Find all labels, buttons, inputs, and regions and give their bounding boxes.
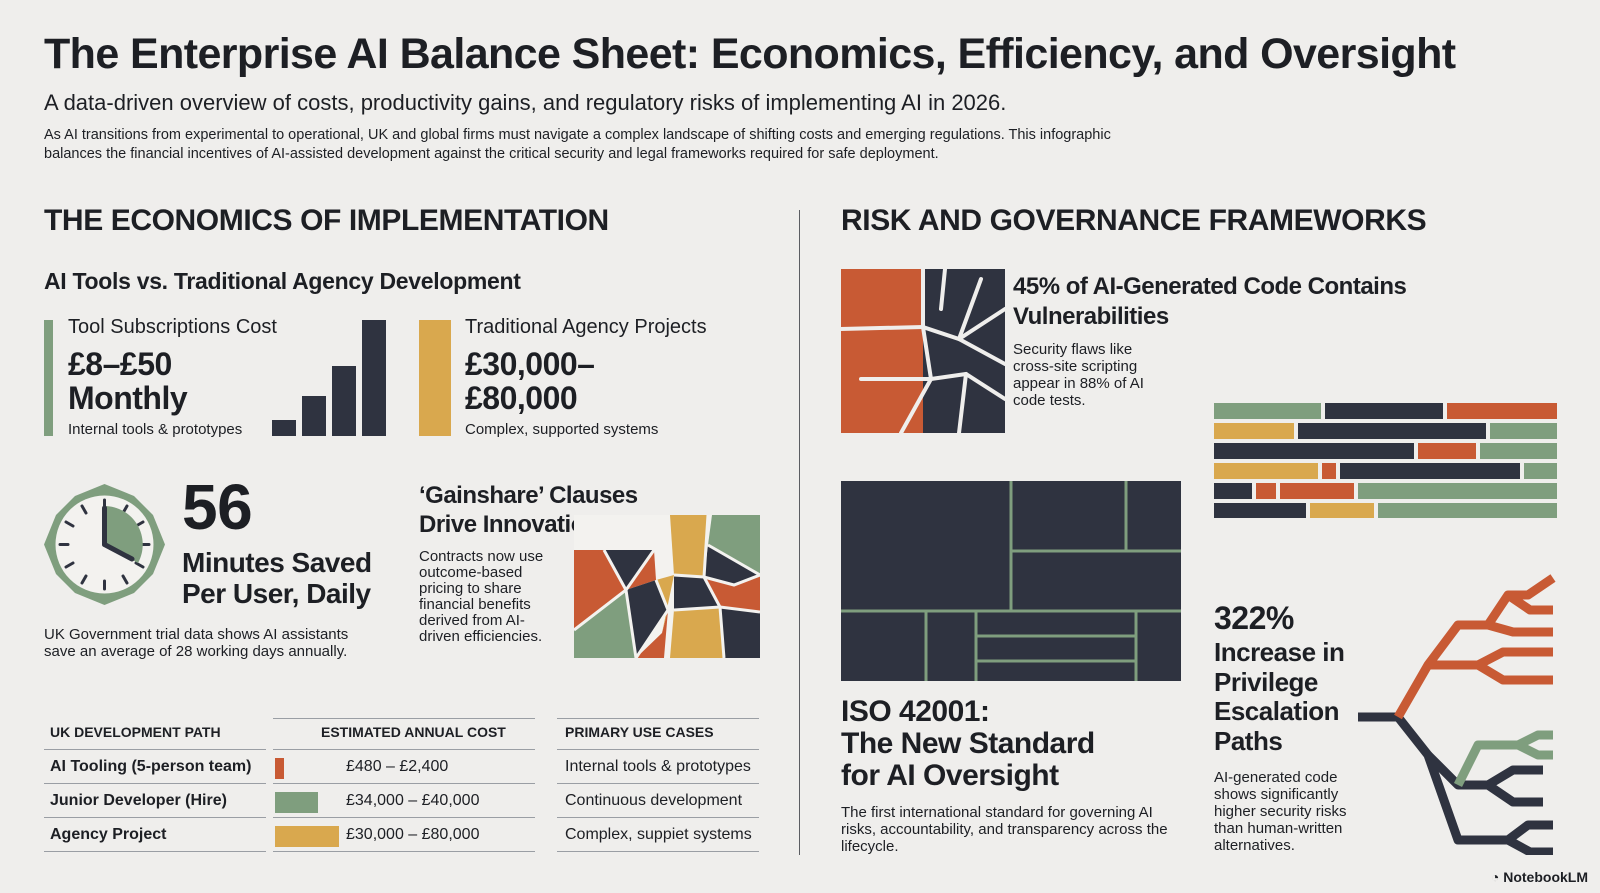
vuln-title: 45% of AI-Generated Code Contains Vulner…	[1013, 272, 1407, 332]
minutes-label-line2: Per User, Daily	[182, 578, 371, 609]
tools-value-line1: £8–£50	[68, 346, 172, 382]
table-header-use: PRIMARY USE CASES	[565, 724, 714, 740]
gainshare-title-line1: ‘Gainshare’ Clauses	[419, 482, 638, 509]
row-path: AI Tooling (5-person team)	[50, 758, 252, 775]
iso-title-line3: for AI Oversight	[841, 759, 1059, 792]
code-lines-icon	[1214, 403, 1557, 518]
agency-accent-bar	[419, 320, 451, 436]
row-cost: £30,000 – £80,000	[346, 826, 480, 843]
risk-heading: RISK AND GOVERNANCE FRAMEWORKS	[841, 204, 1427, 237]
clock-icon	[44, 484, 165, 605]
gainshare-body: Contracts now use outcome-based pricing …	[419, 548, 544, 645]
privilege-label-line4: Paths	[1214, 725, 1283, 756]
agency-label: Traditional Agency Projects	[465, 316, 707, 338]
iso-title-line1: ISO 42001:	[841, 695, 990, 728]
intro-paragraph: As AI transitions from experimental to o…	[44, 127, 1111, 162]
brand-logo: ◔ NotebookLM	[1491, 869, 1588, 885]
row-cost-bar	[275, 758, 284, 779]
tools-label: Tool Subscriptions Cost	[68, 316, 277, 338]
privilege-label-line2: Privilege	[1214, 666, 1318, 697]
vuln-title-line1: 45% of AI-Generated Code Contains	[1013, 273, 1407, 300]
tools-value: £8–£50 Monthly	[68, 346, 188, 416]
ascending-bars-icon	[272, 320, 386, 436]
vuln-title-line2: Vulnerabilities	[1013, 303, 1169, 330]
row-use: Internal tools & prototypes	[565, 758, 751, 775]
gainshare-title-line2: Drive Innovation	[419, 511, 600, 538]
row-path: Junior Developer (Hire)	[50, 792, 227, 809]
row-path: Agency Project	[50, 826, 167, 843]
table-header-row: UK DEVELOPMENT PATH ESTIMATED ANNUAL COS…	[44, 716, 759, 749]
section-divider	[799, 210, 800, 855]
tools-accent-bar	[44, 320, 53, 436]
iso-title: ISO 42001: The New Standard for AI Overs…	[841, 696, 1095, 792]
row-use: Complex, suppiet systems	[565, 826, 752, 843]
shattered-block-icon	[841, 269, 1005, 433]
economics-heading: THE ECONOMICS OF IMPLEMENTATION	[44, 204, 609, 237]
privilege-body: AI-generated code shows significantly hi…	[1214, 769, 1347, 854]
agency-value: £30,000– £80,000	[465, 346, 595, 416]
page-subtitle: A data-driven overview of costs, product…	[44, 90, 1007, 115]
minutes-value: 56	[182, 471, 253, 543]
table-row: Agency Project £30,000 – £80,000 Complex…	[44, 818, 759, 851]
row-cost-bar	[275, 826, 339, 847]
minutes-label-line1: Minutes Saved	[182, 547, 372, 578]
agency-value-line1: £30,000–	[465, 346, 595, 382]
branching-tree-icon	[1358, 574, 1556, 855]
privilege-value: 322%	[1214, 600, 1294, 636]
row-cost: £480 – £2,400	[346, 758, 449, 775]
privilege-label-line3: Escalation	[1214, 696, 1340, 726]
privilege-label: Increase in Privilege Escalation Paths	[1214, 637, 1345, 756]
table-row: Junior Developer (Hire) £34,000 – £40,00…	[44, 784, 759, 817]
tools-note: Internal tools & prototypes	[68, 421, 243, 438]
iso-body: The first international standard for gov…	[841, 804, 1168, 855]
row-cost: £34,000 – £40,000	[346, 792, 480, 809]
agency-note: Complex, supported systems	[465, 421, 659, 438]
gainshare-title: ‘Gainshare’ Clauses Drive Innovation	[419, 481, 638, 539]
notebook-logo-icon: ◔	[1490, 869, 1500, 885]
page-title: The Enterprise AI Balance Sheet: Economi…	[44, 30, 1456, 78]
iso-framework-icon	[841, 481, 1181, 681]
tools-value-line2: Monthly	[68, 380, 188, 416]
iso-title-line2: The New Standard	[841, 727, 1095, 760]
table-row: AI Tooling (5-person team) £480 – £2,400…	[44, 750, 759, 783]
mosaic-pattern-icon	[574, 515, 760, 658]
row-use: Continuous development	[565, 792, 743, 809]
minutes-label: Minutes Saved Per User, Daily	[182, 547, 372, 609]
table-header-cost: ESTIMATED ANNUAL COST	[321, 724, 506, 740]
privilege-label-line1: Increase in	[1214, 637, 1345, 667]
row-cost-bar	[275, 792, 318, 813]
agency-value-line2: £80,000	[465, 380, 578, 416]
vuln-body: Security flaws like cross-site scripting…	[1013, 341, 1144, 409]
minutes-note: UK Government trial data shows AI assist…	[44, 626, 349, 660]
table-header-path: UK DEVELOPMENT PATH	[50, 724, 221, 740]
economics-subheading: AI Tools vs. Traditional Agency Developm…	[44, 268, 521, 294]
brand-name: NotebookLM	[1503, 869, 1588, 885]
